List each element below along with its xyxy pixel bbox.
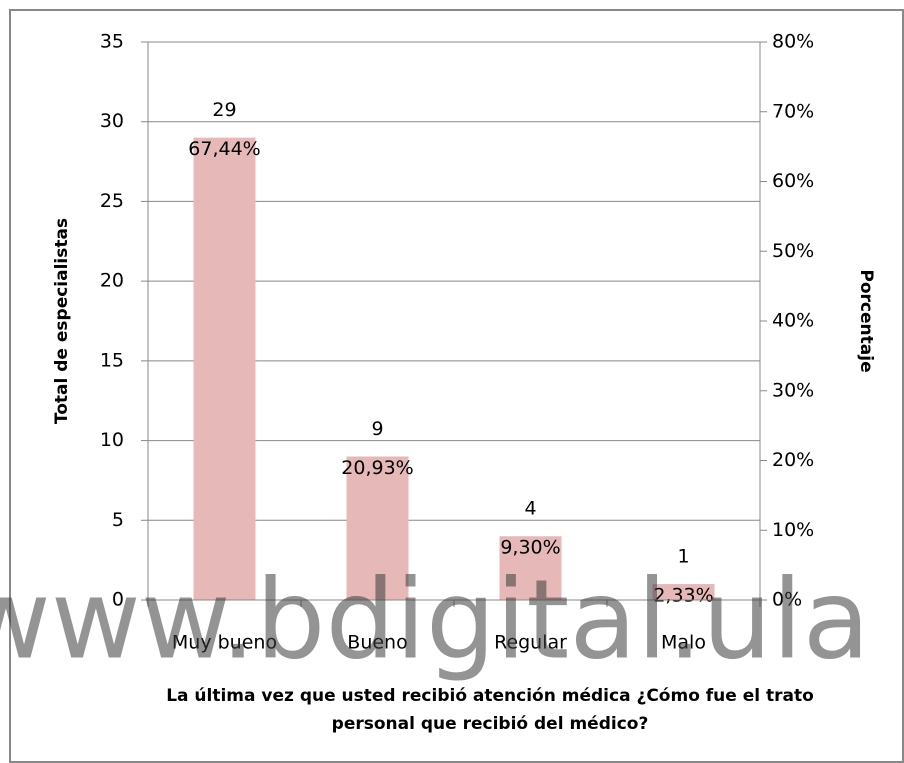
y2-axis-title: Porcentaje	[856, 269, 876, 372]
bar	[652, 584, 715, 600]
data-label: 29	[212, 99, 236, 121]
x-tick-label: Muy bueno	[172, 632, 277, 654]
y-axis-title: Total de especialistas	[52, 218, 72, 424]
percent-label: 2,33%	[653, 585, 713, 607]
data-label: 1	[677, 546, 689, 568]
percent-label: 67,44%	[188, 138, 260, 160]
x-tick-label: Bueno	[347, 632, 407, 654]
x-axis-title: personal que recibió del médico?	[332, 714, 649, 734]
y2-tick-label: 0%	[772, 589, 802, 611]
y-tick-label: 0	[112, 589, 124, 611]
watermark: www.bdigital.ula	[0, 555, 870, 683]
x-tick-label: Regular	[494, 632, 567, 654]
bar	[346, 456, 409, 600]
percent-label: 9,30%	[500, 537, 560, 559]
y-tick-label: 10	[100, 429, 124, 451]
y2-tick-label: 40%	[772, 310, 814, 332]
y2-tick-label: 70%	[772, 100, 814, 122]
data-label: 4	[524, 498, 536, 520]
y2-tick-label: 80%	[772, 31, 814, 53]
y-tick-label: 5	[112, 509, 124, 531]
y2-tick-label: 60%	[772, 170, 814, 192]
bar	[499, 536, 562, 600]
bar	[193, 137, 256, 600]
chart-frame	[9, 9, 904, 763]
y-tick-label: 20	[100, 270, 124, 292]
y-tick-label: 30	[100, 110, 124, 132]
y2-tick-label: 10%	[772, 519, 814, 541]
y2-tick-label: 50%	[772, 240, 814, 262]
x-axis-title: La última vez que usted recibió atención…	[166, 686, 814, 706]
y-tick-label: 25	[100, 190, 124, 212]
percent-label: 20,93%	[341, 457, 413, 479]
y-tick-label: 15	[100, 349, 124, 371]
y-tick-label: 35	[100, 31, 124, 53]
data-label: 9	[371, 418, 383, 440]
y2-tick-label: 20%	[772, 449, 814, 471]
y2-tick-label: 30%	[772, 379, 814, 401]
x-tick-label: Malo	[661, 632, 706, 654]
